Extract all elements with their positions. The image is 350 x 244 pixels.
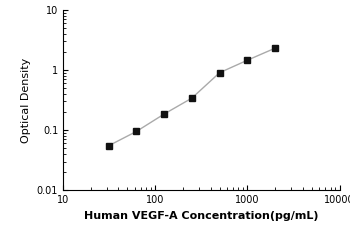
Y-axis label: Optical Density: Optical Density — [21, 57, 31, 143]
X-axis label: Human VEGF-A Concentration(pg/mL): Human VEGF-A Concentration(pg/mL) — [84, 211, 318, 221]
